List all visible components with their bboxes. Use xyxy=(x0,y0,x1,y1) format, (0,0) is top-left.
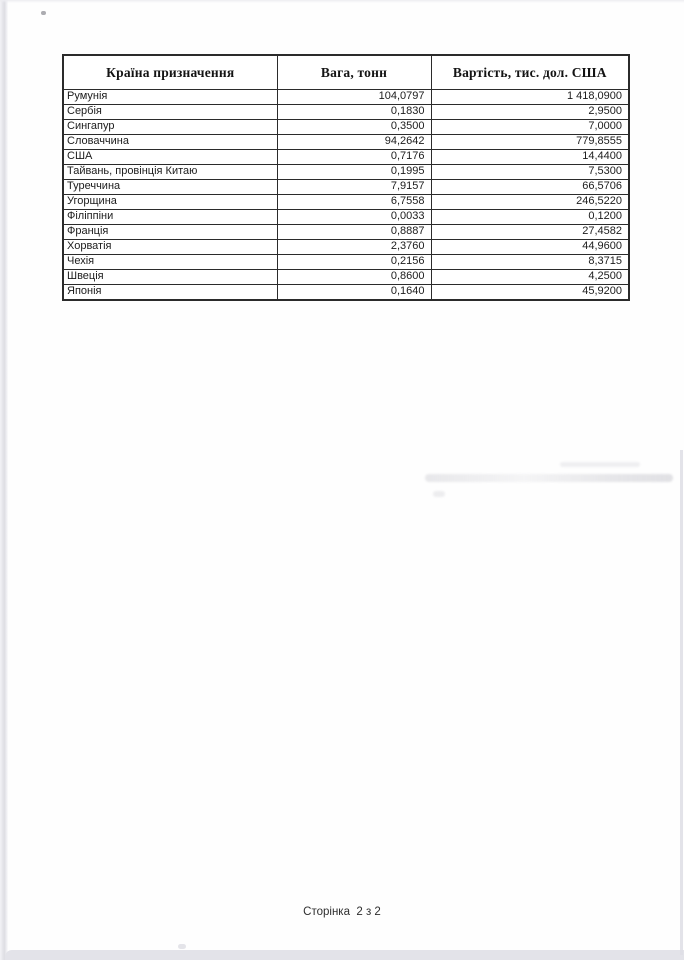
table-row: Словаччина 94,2642 779,8555 xyxy=(62,134,630,150)
scan-right-edge-artifact xyxy=(680,450,683,955)
value-cell: 4,2500 xyxy=(430,269,630,285)
col-header-country: Країна призначення xyxy=(62,54,278,90)
weight-cell: 2,3760 xyxy=(276,239,432,255)
value-cell: 66,5706 xyxy=(430,179,630,195)
weight-cell: 94,2642 xyxy=(276,134,432,150)
value-cell: 44,9600 xyxy=(430,239,630,255)
country-cell: Сингапур xyxy=(62,119,278,135)
value-cell: 14,4400 xyxy=(430,149,630,165)
weight-cell: 0,8600 xyxy=(276,269,432,285)
weight-cell: 6,7558 xyxy=(276,194,432,210)
table-row: Угорщина 6,7558 246,5220 xyxy=(62,194,630,210)
weight-cell: 0,0033 xyxy=(276,209,432,225)
country-cell: Хорватія xyxy=(62,239,278,255)
country-cell: Японія xyxy=(62,284,278,301)
country-cell: Швеція xyxy=(62,269,278,285)
value-cell: 7,5300 xyxy=(430,164,630,180)
country-cell: Тайвань, провінція Китаю xyxy=(62,164,278,180)
table-row: США 0,7176 14,4400 xyxy=(62,149,630,165)
value-cell: 0,1200 xyxy=(430,209,630,225)
scan-speck-artifact xyxy=(41,11,46,15)
country-cell: Франція xyxy=(62,224,278,240)
table-row: Тайвань, провінція Китаю 0,1995 7,5300 xyxy=(62,164,630,180)
country-cell: США xyxy=(62,149,278,165)
table-row: Франція 0,8887 27,4582 xyxy=(62,224,630,240)
table-row: Туреччина 7,9157 66,5706 xyxy=(62,179,630,195)
country-cell: Румунія xyxy=(62,89,278,105)
value-cell: 1 418,0900 xyxy=(430,89,630,105)
country-cell: Словаччина xyxy=(62,134,278,150)
table-row: Хорватія 2,3760 44,9600 xyxy=(62,239,630,255)
scan-top-edge-artifact xyxy=(0,0,684,3)
table-row: Сербія 0,1830 2,9500 xyxy=(62,104,630,120)
scan-smudge-artifact xyxy=(560,462,640,467)
weight-cell: 0,8887 xyxy=(276,224,432,240)
country-cell: Угорщина xyxy=(62,194,278,210)
weight-cell: 104,0797 xyxy=(276,89,432,105)
value-cell: 45,9200 xyxy=(430,284,630,301)
table-row: Швеція 0,8600 4,2500 xyxy=(62,269,630,285)
scan-smudge-artifact xyxy=(425,474,673,482)
export-destinations-table: Країна призначення Вага, тонн Вартість, … xyxy=(62,54,630,301)
value-cell: 2,9500 xyxy=(430,104,630,120)
value-cell: 27,4582 xyxy=(430,224,630,240)
table-row: Румунія 104,0797 1 418,0900 xyxy=(62,89,630,105)
table-row: Чехія 0,2156 8,3715 xyxy=(62,254,630,270)
country-cell: Філіппіни xyxy=(62,209,278,225)
value-cell: 7,0000 xyxy=(430,119,630,135)
scan-smudge-artifact xyxy=(433,491,445,497)
table-row: Філіппіни 0,0033 0,1200 xyxy=(62,209,630,225)
weight-cell: 0,3500 xyxy=(276,119,432,135)
weight-cell: 0,1995 xyxy=(276,164,432,180)
weight-cell: 0,7176 xyxy=(276,149,432,165)
table-row: Сингапур 0,3500 7,0000 xyxy=(62,119,630,135)
page-number-footer: Сторінка 2 з 2 xyxy=(303,906,381,918)
table-row: Японія 0,1640 45,9200 xyxy=(62,284,630,301)
scan-left-edge-artifact xyxy=(0,0,8,960)
scan-speck-artifact xyxy=(178,944,186,949)
weight-cell: 0,2156 xyxy=(276,254,432,270)
scan-bottom-edge-artifact xyxy=(5,950,684,960)
value-cell: 8,3715 xyxy=(430,254,630,270)
col-header-weight: Вага, тонн xyxy=(276,54,432,90)
country-cell: Туреччина xyxy=(62,179,278,195)
country-cell: Чехія xyxy=(62,254,278,270)
value-cell: 246,5220 xyxy=(430,194,630,210)
col-header-value: Вартість, тис. дол. США xyxy=(430,54,630,90)
table-header-row: Країна призначення Вага, тонн Вартість, … xyxy=(62,54,630,90)
weight-cell: 0,1640 xyxy=(276,284,432,301)
country-cell: Сербія xyxy=(62,104,278,120)
weight-cell: 7,9157 xyxy=(276,179,432,195)
weight-cell: 0,1830 xyxy=(276,104,432,120)
value-cell: 779,8555 xyxy=(430,134,630,150)
